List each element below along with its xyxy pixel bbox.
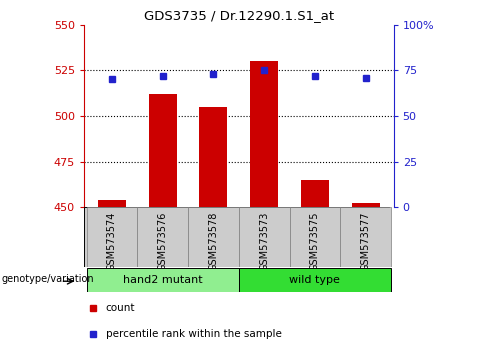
Text: GSM573575: GSM573575 bbox=[310, 212, 320, 272]
Text: hand2 mutant: hand2 mutant bbox=[123, 275, 203, 285]
Bar bbox=[239, 268, 391, 292]
Bar bbox=[98, 200, 126, 207]
Bar bbox=[352, 204, 380, 207]
Text: GSM573576: GSM573576 bbox=[157, 212, 168, 271]
Bar bbox=[239, 207, 289, 267]
Text: count: count bbox=[106, 303, 135, 313]
Bar bbox=[200, 107, 228, 207]
Bar bbox=[188, 207, 239, 267]
Bar bbox=[250, 61, 278, 207]
Bar bbox=[289, 207, 340, 267]
Text: wild type: wild type bbox=[289, 275, 340, 285]
Bar bbox=[86, 207, 137, 267]
Bar bbox=[86, 268, 239, 292]
Text: genotype/variation: genotype/variation bbox=[1, 274, 94, 284]
Bar bbox=[301, 180, 329, 207]
Text: GSM573577: GSM573577 bbox=[360, 212, 371, 272]
Bar bbox=[340, 207, 391, 267]
Bar bbox=[137, 207, 188, 267]
Text: GSM573578: GSM573578 bbox=[208, 212, 218, 271]
Bar bbox=[149, 94, 177, 207]
Text: percentile rank within the sample: percentile rank within the sample bbox=[106, 329, 282, 339]
Text: GSM573573: GSM573573 bbox=[259, 212, 269, 271]
Title: GDS3735 / Dr.12290.1.S1_at: GDS3735 / Dr.12290.1.S1_at bbox=[144, 9, 334, 22]
Text: GSM573574: GSM573574 bbox=[107, 212, 117, 271]
